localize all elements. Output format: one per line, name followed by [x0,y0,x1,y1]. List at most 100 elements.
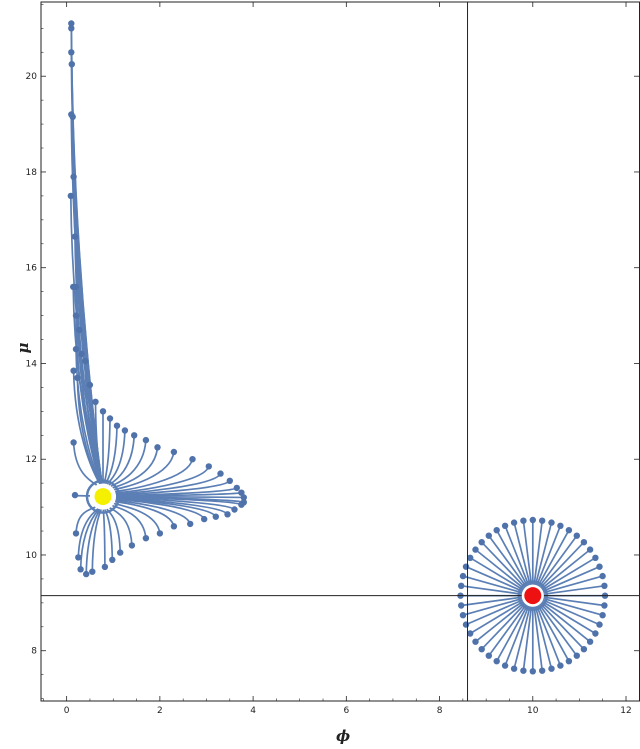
trajectory-line [106,508,122,553]
trajectory-line [465,599,524,626]
trajectory-line [513,606,531,669]
trajectory-start-point [493,527,500,534]
trajectory-line [540,548,591,590]
x-tick-label: 12 [620,706,631,716]
trajectory-start-point [69,113,76,121]
trajectory-line [541,600,596,635]
trajectory-line [469,600,524,635]
x-tick-label: 0 [64,706,70,716]
trajectory-line [104,425,118,485]
trajectory-line [474,548,525,590]
trajectory-start-point [529,516,536,524]
trajectory-start-point [121,427,129,434]
trajectory-line [469,557,524,591]
trajectory-lines [69,23,605,672]
x-axis-label: ϕ [336,727,350,745]
trajectory-start-point [70,173,77,180]
trajectory-start-point [467,554,474,561]
trajectory-line [513,522,531,586]
trajectory-start-point [548,665,555,672]
trajectory-line [542,565,600,593]
trajectory-start-point [109,556,116,563]
trajectory-start-point [78,350,85,358]
trajectory-start-point [493,658,500,665]
trajectory-line [114,458,194,493]
trajectory-start-point [485,532,492,539]
trajectory-line [481,603,526,650]
trajectory-start-point [113,422,121,429]
trajectory-line [538,535,578,588]
trajectory-start-point [92,398,99,405]
trajectory-start-point [599,572,606,580]
trajectory-start-point [586,546,594,553]
trajectory-start-point [75,554,82,561]
trajectory-line [102,509,106,567]
trajectory-start-point [86,381,94,389]
trajectory-line [109,507,133,546]
trajectory-start-point [231,506,238,513]
y-tick-label: 12 [26,455,37,465]
trajectory-start-point [459,612,467,619]
trajectory-line [461,584,523,596]
trajectory-line [495,604,529,662]
trajectory-line [537,529,570,587]
trajectory-line [534,606,553,669]
trajectory-line [504,525,530,586]
trajectory-line [462,575,523,594]
trajectory-start-point [72,345,80,353]
trajectory-start-point [586,638,594,645]
trajectory-line [543,575,603,594]
trajectory-line [474,601,525,643]
trajectory-start-point [485,652,492,659]
trajectory-start-point [67,192,75,200]
trajectory-start-point [592,554,599,561]
trajectory-start-point [201,515,208,523]
trajectory-start-points [67,20,609,675]
trajectory-start-point [77,566,84,573]
trajectory-line [465,565,524,593]
trajectory-start-point [580,646,588,653]
trajectory-start-point [72,283,80,291]
trajectory-line [522,520,533,585]
trajectory-line [533,520,544,585]
trajectory-start-point [462,621,470,628]
trajectory-start-point [83,570,90,578]
y-axis-label: μ [14,342,32,353]
trajectory-start-point [510,519,518,526]
trajectory-start-point [557,522,564,529]
trajectory-start-point [458,582,465,589]
trajectory-start-point [596,621,603,628]
trajectory-start-point [501,662,509,669]
y-tick-label: 8 [31,647,37,657]
trajectory-line [462,597,523,617]
trajectory-start-point [238,489,245,496]
trajectory-start-point [72,530,80,537]
trajectory-start-point [156,530,164,537]
trajectory-start-point [529,668,536,675]
trajectory-start-point [565,527,573,534]
trajectory-start-point [520,517,527,524]
trajectory-start-point [467,630,474,637]
trajectory-line [533,606,544,671]
trajectory-start-point [520,667,527,674]
trajectory-start-point [170,523,178,530]
x-tick-label: 8 [437,706,443,716]
trajectory-start-point [472,638,479,645]
trajectory-start-point [238,501,245,508]
trajectory-line [504,605,530,666]
x-tick-label: 10 [527,706,539,716]
trajectory-start-point [142,436,150,444]
trajectory-start-point [68,25,75,32]
trajectory-start-point [106,415,114,422]
trajectory-start-point [478,646,485,653]
trajectory-start-point [170,448,178,456]
convergence-ring [85,479,121,514]
trajectory-start-point [233,484,240,492]
trajectory-line [543,584,605,596]
trajectory-start-point [70,367,77,374]
trajectory-line [113,451,175,491]
trajectory-start-point [601,602,608,609]
trajectory-line [91,509,102,572]
trajectory-start-point [226,477,233,484]
trajectory-start-point [573,532,580,539]
